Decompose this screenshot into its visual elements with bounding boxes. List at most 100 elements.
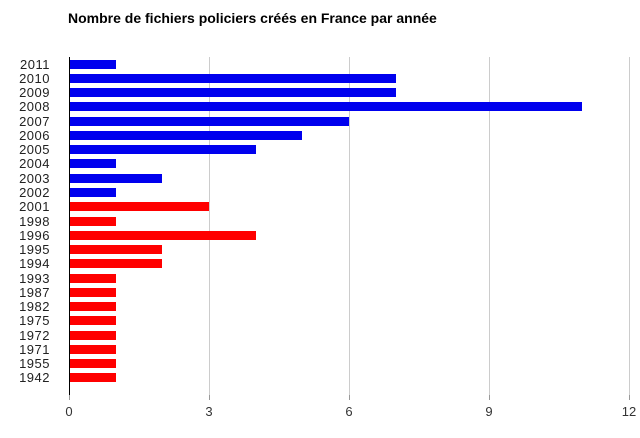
bar-1972[interactable] [69,330,116,340]
gridline-12 [629,57,630,395]
chart-row-1971: 1971 [0,342,640,356]
x-tick-label-0: 0 [65,404,73,419]
year-label-1994: 1994 [19,256,50,272]
bar-2011[interactable] [69,59,116,69]
bar-area-2006 [69,128,629,142]
year-label-2004: 2004 [19,156,50,172]
x-tick-label-9: 9 [485,404,493,419]
bar-rows: 2011 2010 2009 2008 2007 2006 2005 2004 2003 2002… [0,57,640,385]
year-label-2009: 2009 [19,85,50,101]
year-label-2006: 2006 [19,127,50,143]
chart-row-2010: 2010 [0,71,640,85]
bar-2007[interactable] [69,116,349,126]
chart-row-2008: 2008 [0,100,640,114]
bar-1993[interactable] [69,273,116,283]
chart-row-1994: 1994 [0,257,640,271]
bar-1996[interactable] [69,230,256,240]
bar-2005[interactable] [69,145,256,155]
x-tick-3 [209,395,210,400]
chart-row-2004: 2004 [0,157,640,171]
year-label-1972: 1972 [19,327,50,343]
x-tick-9 [489,395,490,400]
y-axis-line [69,57,70,395]
bar-area-2011 [69,57,629,71]
bar-area-1975 [69,314,629,328]
year-label-1998: 1998 [19,213,50,229]
bar-area-1942 [69,371,629,385]
x-tick-label-6: 6 [345,404,353,419]
chart-row-2005: 2005 [0,143,640,157]
bar-2004[interactable] [69,159,116,169]
bar-2009[interactable] [69,88,396,98]
year-label-1975: 1975 [19,313,50,329]
bar-area-1955 [69,357,629,371]
chart-row-1996: 1996 [0,228,640,242]
chart-row-1998: 1998 [0,214,640,228]
x-tick-6 [349,395,350,400]
chart-row-1942: 1942 [0,371,640,385]
chart-title: Nombre de fichiers policiers créés en Fr… [68,10,437,26]
bar-1994[interactable] [69,259,163,269]
year-label-2003: 2003 [19,170,50,186]
bar-1955[interactable] [69,359,116,369]
bar-1998[interactable] [69,216,116,226]
chart-row-1955: 1955 [0,357,640,371]
bar-area-1972 [69,328,629,342]
year-label-1982: 1982 [19,299,50,315]
bar-area-2008 [69,100,629,114]
bar-area-2007 [69,114,629,128]
year-label-2011: 2011 [20,56,50,72]
chart-row-2006: 2006 [0,128,640,142]
gridline-6 [349,57,350,395]
chart-row-2009: 2009 [0,86,640,100]
bar-area-1993 [69,271,629,285]
x-tick-12 [629,395,630,400]
chart-row-1993: 1993 [0,271,640,285]
gridline-9 [489,57,490,395]
x-tick-label-12: 12 [621,404,637,419]
year-label-2010: 2010 [19,70,50,86]
bar-1987[interactable] [69,287,116,297]
chart-row-2003: 2003 [0,171,640,185]
bar-2001[interactable] [69,202,209,212]
x-axis-labels: 0 3 6 9 12 [65,404,636,420]
year-label-1995: 1995 [19,242,50,258]
chart-row-2002: 2002 [0,185,640,199]
chart-row-2001: 2001 [0,200,640,214]
bar-2002[interactable] [69,188,116,198]
bar-1982[interactable] [69,302,116,312]
bar-2008[interactable] [69,102,583,112]
bar-1971[interactable] [69,344,116,354]
x-axis-ticks [69,395,630,401]
chart-row-2011: 2011 [0,57,640,71]
chart-row-1972: 1972 [0,328,640,342]
bar-1995[interactable] [69,245,163,255]
bar-area-1971 [69,342,629,356]
year-label-1993: 1993 [19,270,50,286]
bar-2010[interactable] [69,73,396,83]
chart-row-1987: 1987 [0,285,640,299]
x-tick-0 [69,395,70,400]
year-label-2002: 2002 [19,185,50,201]
bar-area-2002 [69,185,629,199]
bar-2006[interactable] [69,130,303,140]
bar-area-2004 [69,157,629,171]
bar-1975[interactable] [69,316,116,326]
chart-row-1982: 1982 [0,300,640,314]
x-tick-label-3: 3 [205,404,213,419]
year-label-1987: 1987 [19,284,50,300]
bar-1942[interactable] [69,373,116,383]
year-label-2008: 2008 [19,99,50,115]
year-label-1942: 1942 [19,370,50,386]
year-label-1971: 1971 [19,341,50,357]
chart-row-1975: 1975 [0,314,640,328]
bar-area-2001 [69,200,629,214]
bar-area-1994 [69,257,629,271]
bar-area-1987 [69,285,629,299]
bar-area-2010 [69,71,629,85]
bar-area-1996 [69,228,629,242]
bar-2003[interactable] [69,173,163,183]
bar-area-2009 [69,86,629,100]
year-label-1996: 1996 [19,227,50,243]
gridlines [69,57,630,395]
